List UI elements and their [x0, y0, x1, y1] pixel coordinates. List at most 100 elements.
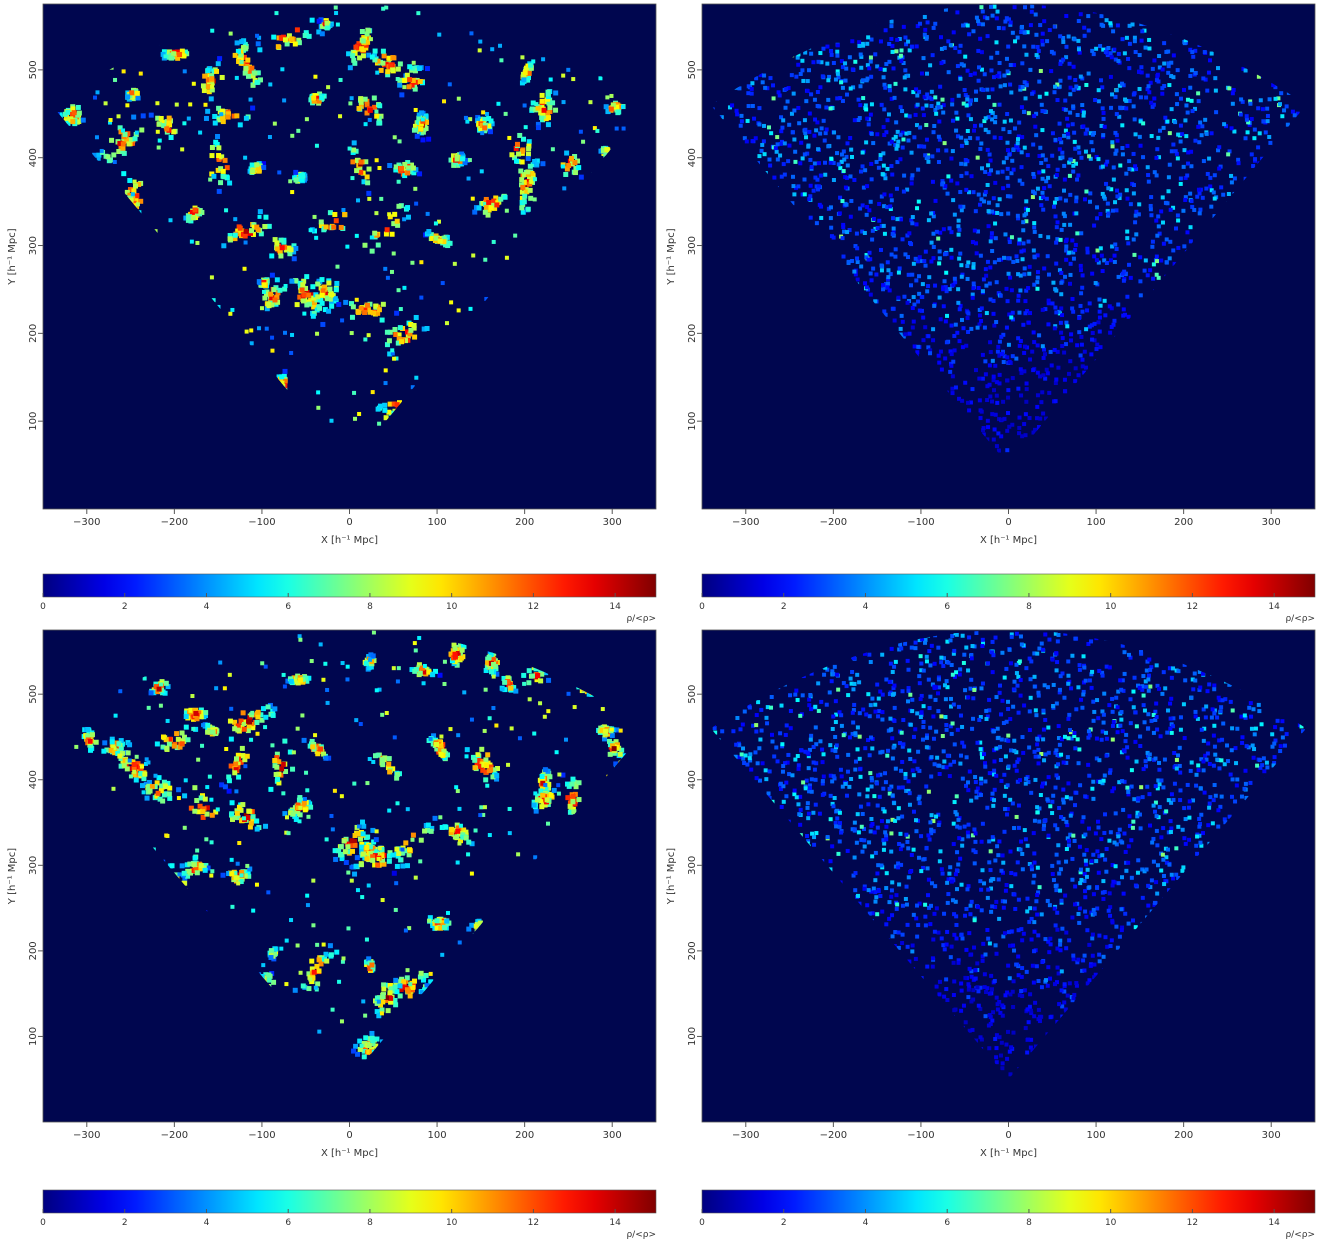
density-cell — [739, 113, 744, 118]
density-cell — [206, 89, 212, 95]
density-cell — [983, 267, 988, 272]
density-cell — [1027, 416, 1032, 421]
density-cell — [319, 31, 325, 37]
density-cell — [873, 226, 878, 231]
density-cell — [1160, 91, 1165, 96]
density-cell — [873, 52, 878, 57]
density-cell — [869, 278, 874, 283]
density-cell — [277, 170, 282, 175]
density-cell — [957, 339, 962, 344]
density-cell — [278, 253, 284, 259]
density-cell — [535, 121, 541, 127]
density-cell — [891, 226, 896, 231]
density-cell — [270, 335, 275, 340]
density-cell — [863, 168, 868, 173]
density-cell — [1049, 49, 1054, 54]
density-cell — [227, 236, 233, 242]
density-cell — [1132, 91, 1137, 96]
density-cell — [372, 48, 378, 54]
density-cell — [224, 174, 230, 180]
density-cell — [972, 123, 977, 128]
density-cell — [242, 70, 248, 76]
density-cell — [1022, 344, 1027, 349]
density-cell — [64, 114, 70, 120]
density-cell — [1071, 256, 1076, 261]
density-cell — [334, 11, 339, 16]
density-cell — [573, 165, 579, 171]
density-cell — [808, 157, 813, 162]
density-cell — [819, 126, 824, 131]
density-cell — [849, 147, 854, 152]
density-cell — [1058, 34, 1063, 39]
density-cell — [1075, 177, 1080, 182]
density-cell — [411, 323, 417, 329]
density-cell — [950, 102, 955, 107]
density-cell — [613, 101, 619, 107]
density-cell — [1091, 131, 1096, 136]
density-cell — [165, 54, 171, 60]
density-cell — [239, 228, 245, 234]
density-cell — [356, 105, 362, 111]
density-cell — [208, 177, 213, 182]
density-cell — [889, 164, 894, 169]
density-cell — [540, 110, 546, 116]
density-cell — [845, 92, 850, 97]
density-cell — [1070, 306, 1075, 311]
density-cell — [1178, 139, 1183, 144]
density-cell — [465, 119, 470, 124]
density-cell — [529, 170, 535, 176]
density-cell — [1032, 174, 1037, 179]
density-cell — [1037, 94, 1042, 99]
density-cell — [988, 297, 993, 302]
density-cell — [383, 415, 389, 421]
density-cell — [1007, 312, 1012, 317]
density-cell — [385, 69, 391, 75]
density-cell — [489, 121, 495, 127]
density-cell — [287, 251, 293, 257]
density-cell — [301, 278, 307, 284]
density-cell — [974, 89, 979, 94]
density-cell — [932, 303, 937, 308]
density-cell — [1244, 117, 1249, 122]
density-cell — [366, 52, 372, 58]
density-cell — [961, 63, 966, 68]
density-cell — [402, 338, 408, 344]
density-cell — [994, 40, 999, 45]
density-cell — [800, 58, 805, 63]
density-cell — [899, 217, 904, 222]
density-cell — [324, 25, 330, 31]
density-cell — [774, 149, 779, 154]
density-cell — [905, 300, 910, 305]
density-cell — [1175, 213, 1180, 218]
density-cell — [296, 176, 302, 182]
density-cell — [384, 5, 389, 10]
density-cell — [752, 116, 757, 121]
density-cell — [1071, 250, 1076, 255]
density-cell — [1189, 164, 1194, 169]
density-cell — [175, 55, 181, 61]
density-cell — [222, 157, 228, 163]
density-cell — [436, 219, 441, 224]
density-cell — [991, 378, 996, 383]
density-cell — [903, 35, 908, 40]
density-cell — [232, 236, 238, 242]
density-cell — [1060, 344, 1065, 349]
density-cell — [1062, 350, 1067, 355]
density-cell — [483, 257, 488, 262]
density-cell — [1191, 54, 1196, 59]
density-cell — [243, 45, 249, 51]
density-cell — [161, 123, 167, 129]
density-cell — [1138, 119, 1143, 124]
density-cell — [539, 92, 545, 98]
density-cell — [309, 292, 315, 298]
density-cell — [274, 294, 280, 300]
density-cell — [1189, 149, 1194, 154]
density-cell — [758, 73, 763, 78]
density-cell — [1024, 199, 1029, 204]
density-cell — [272, 121, 277, 126]
density-cell — [903, 332, 908, 337]
density-cell — [864, 253, 869, 258]
density-cell — [800, 68, 805, 73]
density-cell — [406, 84, 412, 90]
